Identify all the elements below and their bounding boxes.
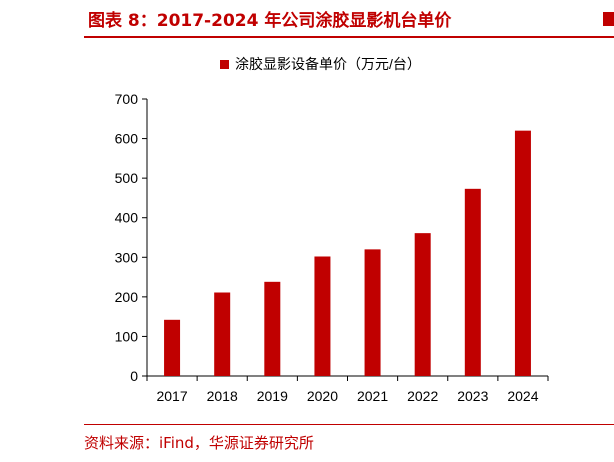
y-tick-label: 200 bbox=[115, 289, 139, 305]
source-note: 资料来源：iFind，华源证券研究所 bbox=[84, 434, 314, 452]
bar-2018 bbox=[214, 292, 231, 376]
y-tick-label: 600 bbox=[115, 131, 139, 147]
x-tick-label: 2020 bbox=[307, 388, 338, 404]
bar-chart: 涂胶显影设备单价（万元/台） 0 100 200 300 400 500 600 700 20… bbox=[115, 56, 549, 404]
x-tick-label: 2017 bbox=[156, 388, 187, 404]
x-tick-label: 2023 bbox=[457, 388, 488, 404]
legend: 涂胶显影设备单价（万元/台） bbox=[220, 56, 421, 72]
bar-2022 bbox=[414, 233, 431, 376]
x-tick-label: 2022 bbox=[407, 388, 438, 404]
bar-2020 bbox=[314, 256, 331, 376]
y-tick-label: 100 bbox=[115, 328, 139, 344]
y-tick-label: 300 bbox=[115, 249, 139, 265]
y-tick-label: 0 bbox=[130, 368, 138, 384]
bar-2021 bbox=[364, 249, 381, 376]
bar-2017 bbox=[164, 319, 181, 376]
footer-divider bbox=[84, 424, 614, 425]
bar-2019 bbox=[264, 281, 281, 376]
y-tick-label: 700 bbox=[115, 91, 139, 107]
x-tick-label: 2024 bbox=[507, 388, 538, 404]
x-tick-label: 2021 bbox=[357, 388, 388, 404]
legend-label: 涂胶显影设备单价（万元/台） bbox=[235, 56, 421, 72]
adjacent-page-edge-mark bbox=[603, 12, 614, 26]
legend-swatch bbox=[220, 60, 229, 69]
y-tick-label: 500 bbox=[115, 170, 139, 186]
bars bbox=[164, 130, 531, 376]
x-axis: 2017 2018 2019 2020 2021 2022 2023 2024 bbox=[146, 375, 549, 404]
bar-2024 bbox=[514, 130, 531, 376]
x-tick-label: 2019 bbox=[257, 388, 288, 404]
chart-caption-title: 图表 8：2017-2024 年公司涂胶显影机台单价 bbox=[88, 11, 452, 31]
bar-2023 bbox=[464, 188, 481, 376]
y-tick-label: 400 bbox=[115, 210, 139, 226]
x-tick-label: 2018 bbox=[207, 388, 238, 404]
title-divider bbox=[84, 36, 614, 38]
y-axis: 0 100 200 300 400 500 600 700 bbox=[115, 91, 148, 384]
